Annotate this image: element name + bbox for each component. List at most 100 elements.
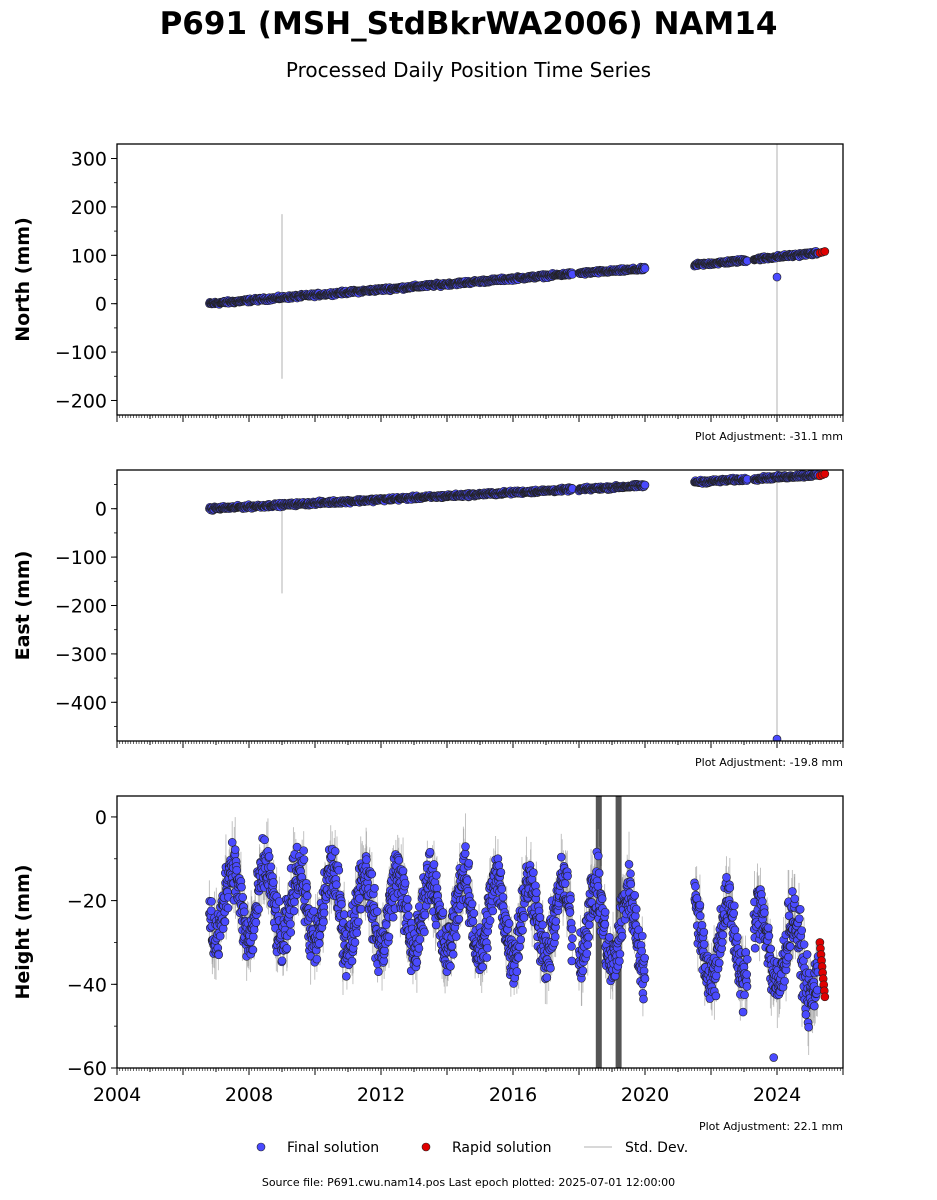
final-solution-point <box>478 962 487 972</box>
final-solution-point <box>402 894 412 904</box>
final-solution-point <box>432 870 441 880</box>
final-solution-point <box>412 957 422 967</box>
final-solution-point <box>432 883 442 893</box>
final-solution-point <box>380 946 389 955</box>
final-solution-point <box>251 918 261 927</box>
final-solution-point <box>467 899 477 909</box>
final-solution-point <box>388 912 398 922</box>
final-solution-point <box>451 932 461 941</box>
final-solution-point <box>312 954 322 964</box>
final-solution-point <box>282 944 292 953</box>
y-tick-label: −100 <box>55 547 107 569</box>
final-solution-point <box>302 891 312 901</box>
final-solution-point <box>215 931 225 941</box>
y-axis-label: East (mm) <box>12 551 34 661</box>
final-solution-point <box>447 941 457 951</box>
final-solution-point <box>286 928 296 937</box>
final-solution-point <box>381 920 391 930</box>
final-solution-point <box>485 916 495 925</box>
final-solution-point <box>464 858 474 868</box>
y-tick-label: −200 <box>55 390 107 412</box>
final-solution-point <box>518 925 527 935</box>
final-solution-point <box>403 902 413 912</box>
plot-area <box>205 796 830 1068</box>
final-solution-point <box>532 888 541 897</box>
final-solution-point <box>374 967 383 976</box>
final-solution-point <box>237 882 246 892</box>
final-solution-point <box>516 935 526 944</box>
final-solution-point <box>772 734 782 741</box>
final-solution-point <box>350 937 360 947</box>
final-solution-point <box>223 903 233 913</box>
final-solution-point <box>227 838 237 847</box>
final-solution-point <box>206 906 216 915</box>
final-solution-point <box>299 846 308 855</box>
final-solution-point <box>342 971 351 981</box>
plot-adjustment-label: Plot Adjustment: -19.8 mm <box>695 756 843 769</box>
final-solution-point <box>394 855 404 865</box>
final-solution-point <box>309 906 318 916</box>
y-tick-label: −200 <box>55 596 107 618</box>
plot-area <box>205 144 830 415</box>
final-solution-point <box>248 945 258 955</box>
final-solution-point <box>461 842 470 851</box>
final-solution-point <box>496 868 506 877</box>
final-solution-point <box>446 962 455 971</box>
final-solution-point <box>266 862 276 872</box>
panel-0: 300 200 100 0 −100 −200 North (mm) Plot Adjustm… <box>12 143 844 443</box>
final-solution-point <box>238 893 248 902</box>
final-solution-point <box>260 835 269 845</box>
final-solution-point <box>355 894 364 903</box>
final-solution-point <box>230 845 240 855</box>
plot-adjustment-label: Plot Adjustment: -31.1 mm <box>695 430 843 443</box>
final-solution-point <box>207 897 216 906</box>
y-tick-label: 200 <box>71 197 107 219</box>
final-solution-point <box>302 883 311 892</box>
final-solution-point <box>498 892 508 902</box>
final-solution-point <box>550 932 560 942</box>
final-solution-point <box>535 913 545 922</box>
final-solution-point <box>420 910 430 920</box>
final-solution-point <box>347 956 357 966</box>
final-solution-point <box>414 943 424 953</box>
y-tick-label: 100 <box>71 245 107 267</box>
final-solution-point <box>420 927 429 937</box>
final-solution-point <box>334 865 344 875</box>
panel-1: 0 −100 −200 −300 −400 East (mm) Plot Adjustmen… <box>12 469 844 769</box>
final-solution-point <box>356 904 366 914</box>
final-solution-point <box>319 908 329 918</box>
final-solution-point <box>483 943 492 953</box>
final-solution-point <box>337 899 346 909</box>
final-solution-point <box>372 907 382 916</box>
final-solution-point <box>264 852 274 861</box>
final-solution-point <box>289 906 299 916</box>
final-solution-point <box>497 884 507 894</box>
y-tick-label: −400 <box>55 692 107 714</box>
y-tick-label: 0 <box>95 499 107 521</box>
final-solution-point <box>290 897 299 907</box>
final-solution-point <box>488 906 498 916</box>
final-solution-point <box>254 904 263 914</box>
chart-title: P691 (MSH_StdBkrWA2006) NAM14 <box>159 6 778 42</box>
final-solution-point <box>519 913 529 922</box>
final-solution-point <box>640 480 650 490</box>
final-solution-point <box>469 908 479 918</box>
y-tick-label: 0 <box>95 294 107 316</box>
final-solution-point <box>214 950 224 960</box>
final-solution-point <box>772 272 782 282</box>
final-solution-point <box>398 866 408 876</box>
final-solution-point <box>448 950 458 959</box>
final-solution-point <box>640 264 650 273</box>
final-solution-point <box>463 876 472 885</box>
final-solution-point <box>299 855 309 864</box>
final-solution-point <box>515 942 524 952</box>
final-solution-point <box>514 953 523 962</box>
final-solution-point <box>404 911 413 920</box>
rapid-solution-point <box>820 247 830 256</box>
final-solution-point <box>415 935 425 944</box>
final-solution-point <box>319 917 328 927</box>
y-tick-label: −300 <box>55 644 107 666</box>
final-solution-point <box>454 914 464 924</box>
final-solution-point <box>551 916 561 926</box>
